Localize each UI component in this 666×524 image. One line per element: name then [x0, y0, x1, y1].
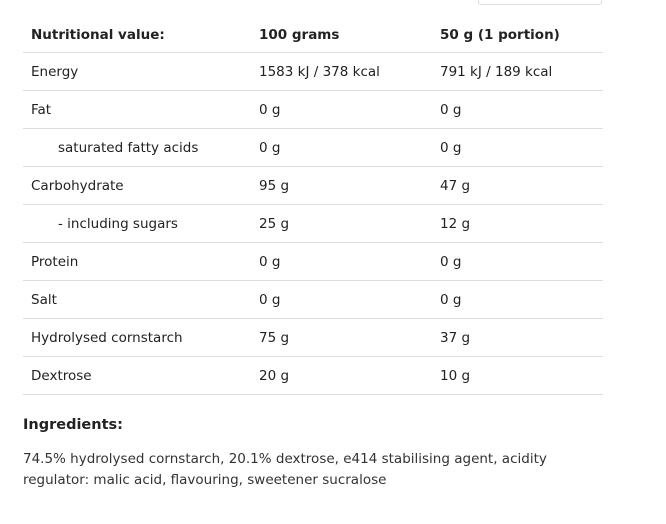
- table-cell: 0 g: [440, 291, 462, 308]
- table-cell: 25 g: [259, 215, 290, 232]
- table-cell: 75 g: [259, 329, 290, 346]
- nutrition-table: Nutritional value: 100 grams 50 g (1 porti…: [23, 18, 603, 395]
- table-row: Fat 0 g 0 g: [23, 91, 603, 129]
- table-cell: 0 g: [259, 139, 281, 156]
- table-cell: 47 g: [440, 177, 471, 194]
- table-cell: Dextrose: [31, 367, 92, 384]
- table-cell: - including sugars: [58, 215, 178, 232]
- table-cell: Salt: [31, 291, 57, 308]
- table-row: saturated fatty acids 0 g 0 g: [23, 129, 603, 167]
- table-cell: Hydrolysed cornstarch: [31, 329, 183, 346]
- dropdown-edge[interactable]: [478, 0, 602, 5]
- table-cell: 0 g: [259, 291, 281, 308]
- table-row: Carbohydrate 95 g 47 g: [23, 167, 603, 205]
- table-cell: 20 g: [259, 367, 290, 384]
- table-cell: 0 g: [259, 253, 281, 270]
- table-cell: 0 g: [440, 139, 462, 156]
- header-row: Nutritional value: 100 grams 50 g (1 porti…: [23, 18, 603, 53]
- table-cell: saturated fatty acids: [58, 139, 199, 156]
- table-row: Salt 0 g 0 g: [23, 281, 603, 319]
- table-cell: 12 g: [440, 215, 471, 232]
- ingredients-text: 74.5% hydrolysed cornstarch, 20.1% dextr…: [23, 451, 547, 488]
- header-cell: Nutritional value:: [31, 27, 165, 43]
- ingredients-title: Ingredients:: [23, 417, 123, 433]
- table-cell: Fat: [31, 101, 52, 118]
- table-cell: 0 g: [440, 253, 462, 270]
- table-cell: 95 g: [259, 177, 290, 194]
- table-cell: Energy: [31, 63, 79, 80]
- table-cell: 0 g: [440, 101, 462, 118]
- table-cell: 791 kJ / 189 kcal: [440, 63, 553, 80]
- table-cell: 10 g: [440, 367, 471, 384]
- table-cell: 0 g: [259, 101, 281, 118]
- table-row: Energy 1583 kJ / 378 kcal 791 kJ / 189 kca…: [23, 53, 603, 91]
- header-cell: 100 grams: [259, 27, 340, 43]
- header-cell: 50 g (1 portion): [440, 27, 560, 43]
- table-cell: Protein: [31, 253, 79, 270]
- table-row: Dextrose 20 g 10 g: [23, 357, 603, 395]
- table-cell: 37 g: [440, 329, 471, 346]
- table-row: Protein 0 g 0 g: [23, 243, 603, 281]
- table-cell: Carbohydrate: [31, 177, 124, 194]
- table-cell: 1583 kJ / 378 kcal: [259, 63, 380, 80]
- table-row: - including sugars 25 g 12 g: [23, 205, 603, 243]
- table-row: Hydrolysed cornstarch 75 g 37 g: [23, 319, 603, 357]
